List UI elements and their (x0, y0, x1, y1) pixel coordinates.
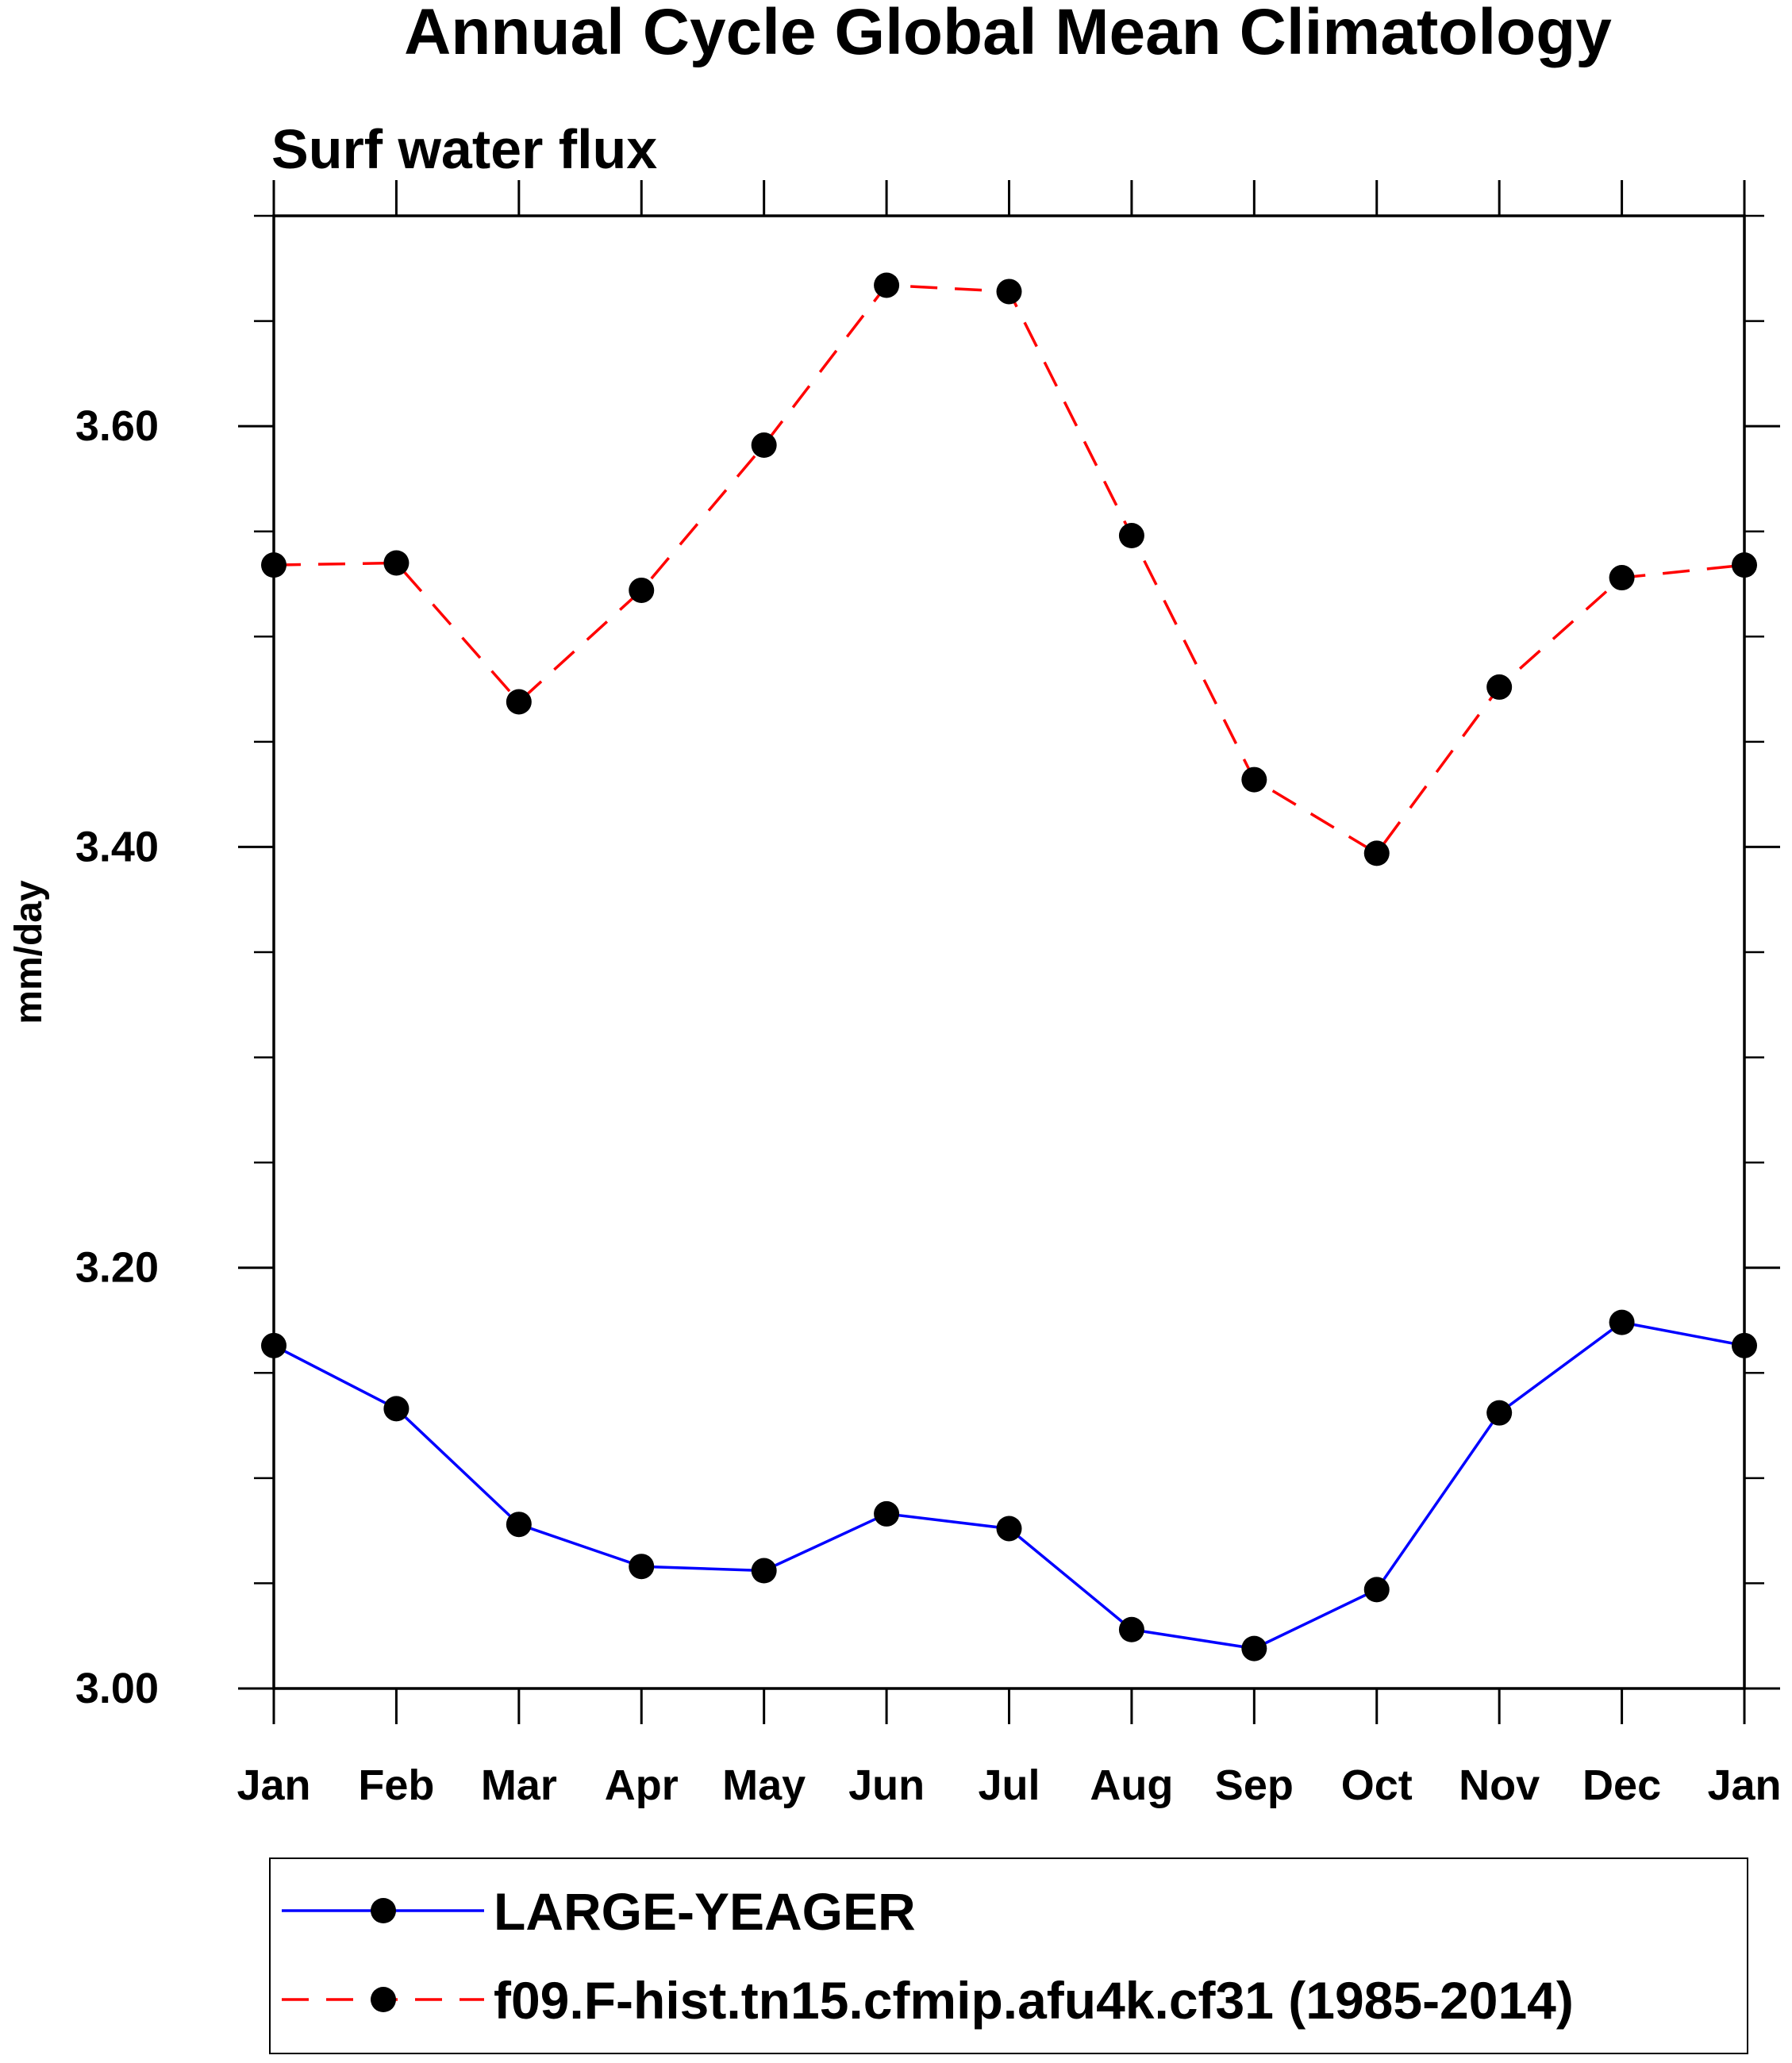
series-1-point (874, 1500, 900, 1527)
series-1-point (1241, 1635, 1267, 1662)
series-2-point (506, 689, 532, 715)
series-1-point (629, 1554, 655, 1580)
y-tick-label: 3.00 (75, 1665, 159, 1712)
legend-marker-2 (371, 1987, 396, 2012)
series-2-point (874, 272, 900, 298)
series-2-point (1486, 674, 1513, 700)
x-tick-label: Jul (978, 1761, 1040, 1809)
chart-subtitle: Surf water flux (271, 118, 657, 180)
legend-label-2: f09.F-hist.tn15.cfmip.afu4k.cf31 (1985-2… (494, 1971, 1574, 2030)
series-2-point (1363, 840, 1390, 866)
y-axis-label: mm/day (8, 880, 50, 1024)
series-1-point (1118, 1616, 1144, 1642)
axes: Jan Feb Mar Apr May Jun Jul Aug Sep Oct Nov Dec Jan 3… (75, 180, 1782, 1809)
legend-marker-1 (371, 1898, 396, 1923)
chart-title: Annual Cycle Global Mean Climatology (404, 0, 1612, 68)
series-2-point (261, 552, 286, 578)
x-tick-label: Jun (848, 1761, 925, 1809)
x-tick-label: Sep (1215, 1761, 1294, 1809)
x-tick-label: Jan (236, 1761, 310, 1809)
series-layer (261, 272, 1757, 1662)
x-tick-label: May (722, 1761, 806, 1809)
series-2-point (1732, 552, 1757, 578)
x-tick-label: Oct (1341, 1761, 1413, 1809)
series-1-point (751, 1558, 777, 1584)
series-1-point (1609, 1309, 1635, 1335)
series-1-point (506, 1512, 532, 1538)
series-1-point (1363, 1577, 1390, 1603)
series-2-point (629, 577, 655, 603)
series-1-point (383, 1396, 410, 1422)
series-1-point (996, 1516, 1022, 1542)
legend-box (269, 1857, 1748, 2054)
series-1-point (1732, 1332, 1757, 1358)
legend-label-1: LARGE-YEAGER (494, 1882, 916, 1941)
x-tick-label: Apr (605, 1761, 679, 1809)
x-tick-label: Aug (1090, 1761, 1173, 1809)
series-2-point (1118, 523, 1144, 549)
x-tick-label: Jan (1707, 1761, 1781, 1809)
series-line-1 (273, 1320, 1745, 1650)
x-tick-label: Dec (1582, 1761, 1661, 1809)
legend: LARGE-YEAGER f09.F-hist.tn15.cfmip.afu4k.… (282, 1882, 1574, 2030)
plot-frame (272, 214, 1746, 1690)
y-tick-label: 3.40 (75, 823, 159, 870)
y-tick-label: 3.20 (75, 1244, 159, 1292)
x-tick-label: Nov (1459, 1761, 1540, 1809)
series-line-2 (273, 283, 1745, 855)
series-1-point (261, 1332, 286, 1358)
series-2-point (1241, 766, 1267, 793)
x-tick-label: Mar (481, 1761, 557, 1809)
series-2-point (1609, 565, 1635, 591)
series-2-point (383, 550, 410, 576)
series-2-point (751, 432, 777, 459)
series-1-point (1486, 1400, 1513, 1426)
series-2-point (996, 279, 1022, 305)
y-tick-label: 3.60 (75, 402, 159, 450)
x-tick-label: Feb (358, 1761, 434, 1809)
